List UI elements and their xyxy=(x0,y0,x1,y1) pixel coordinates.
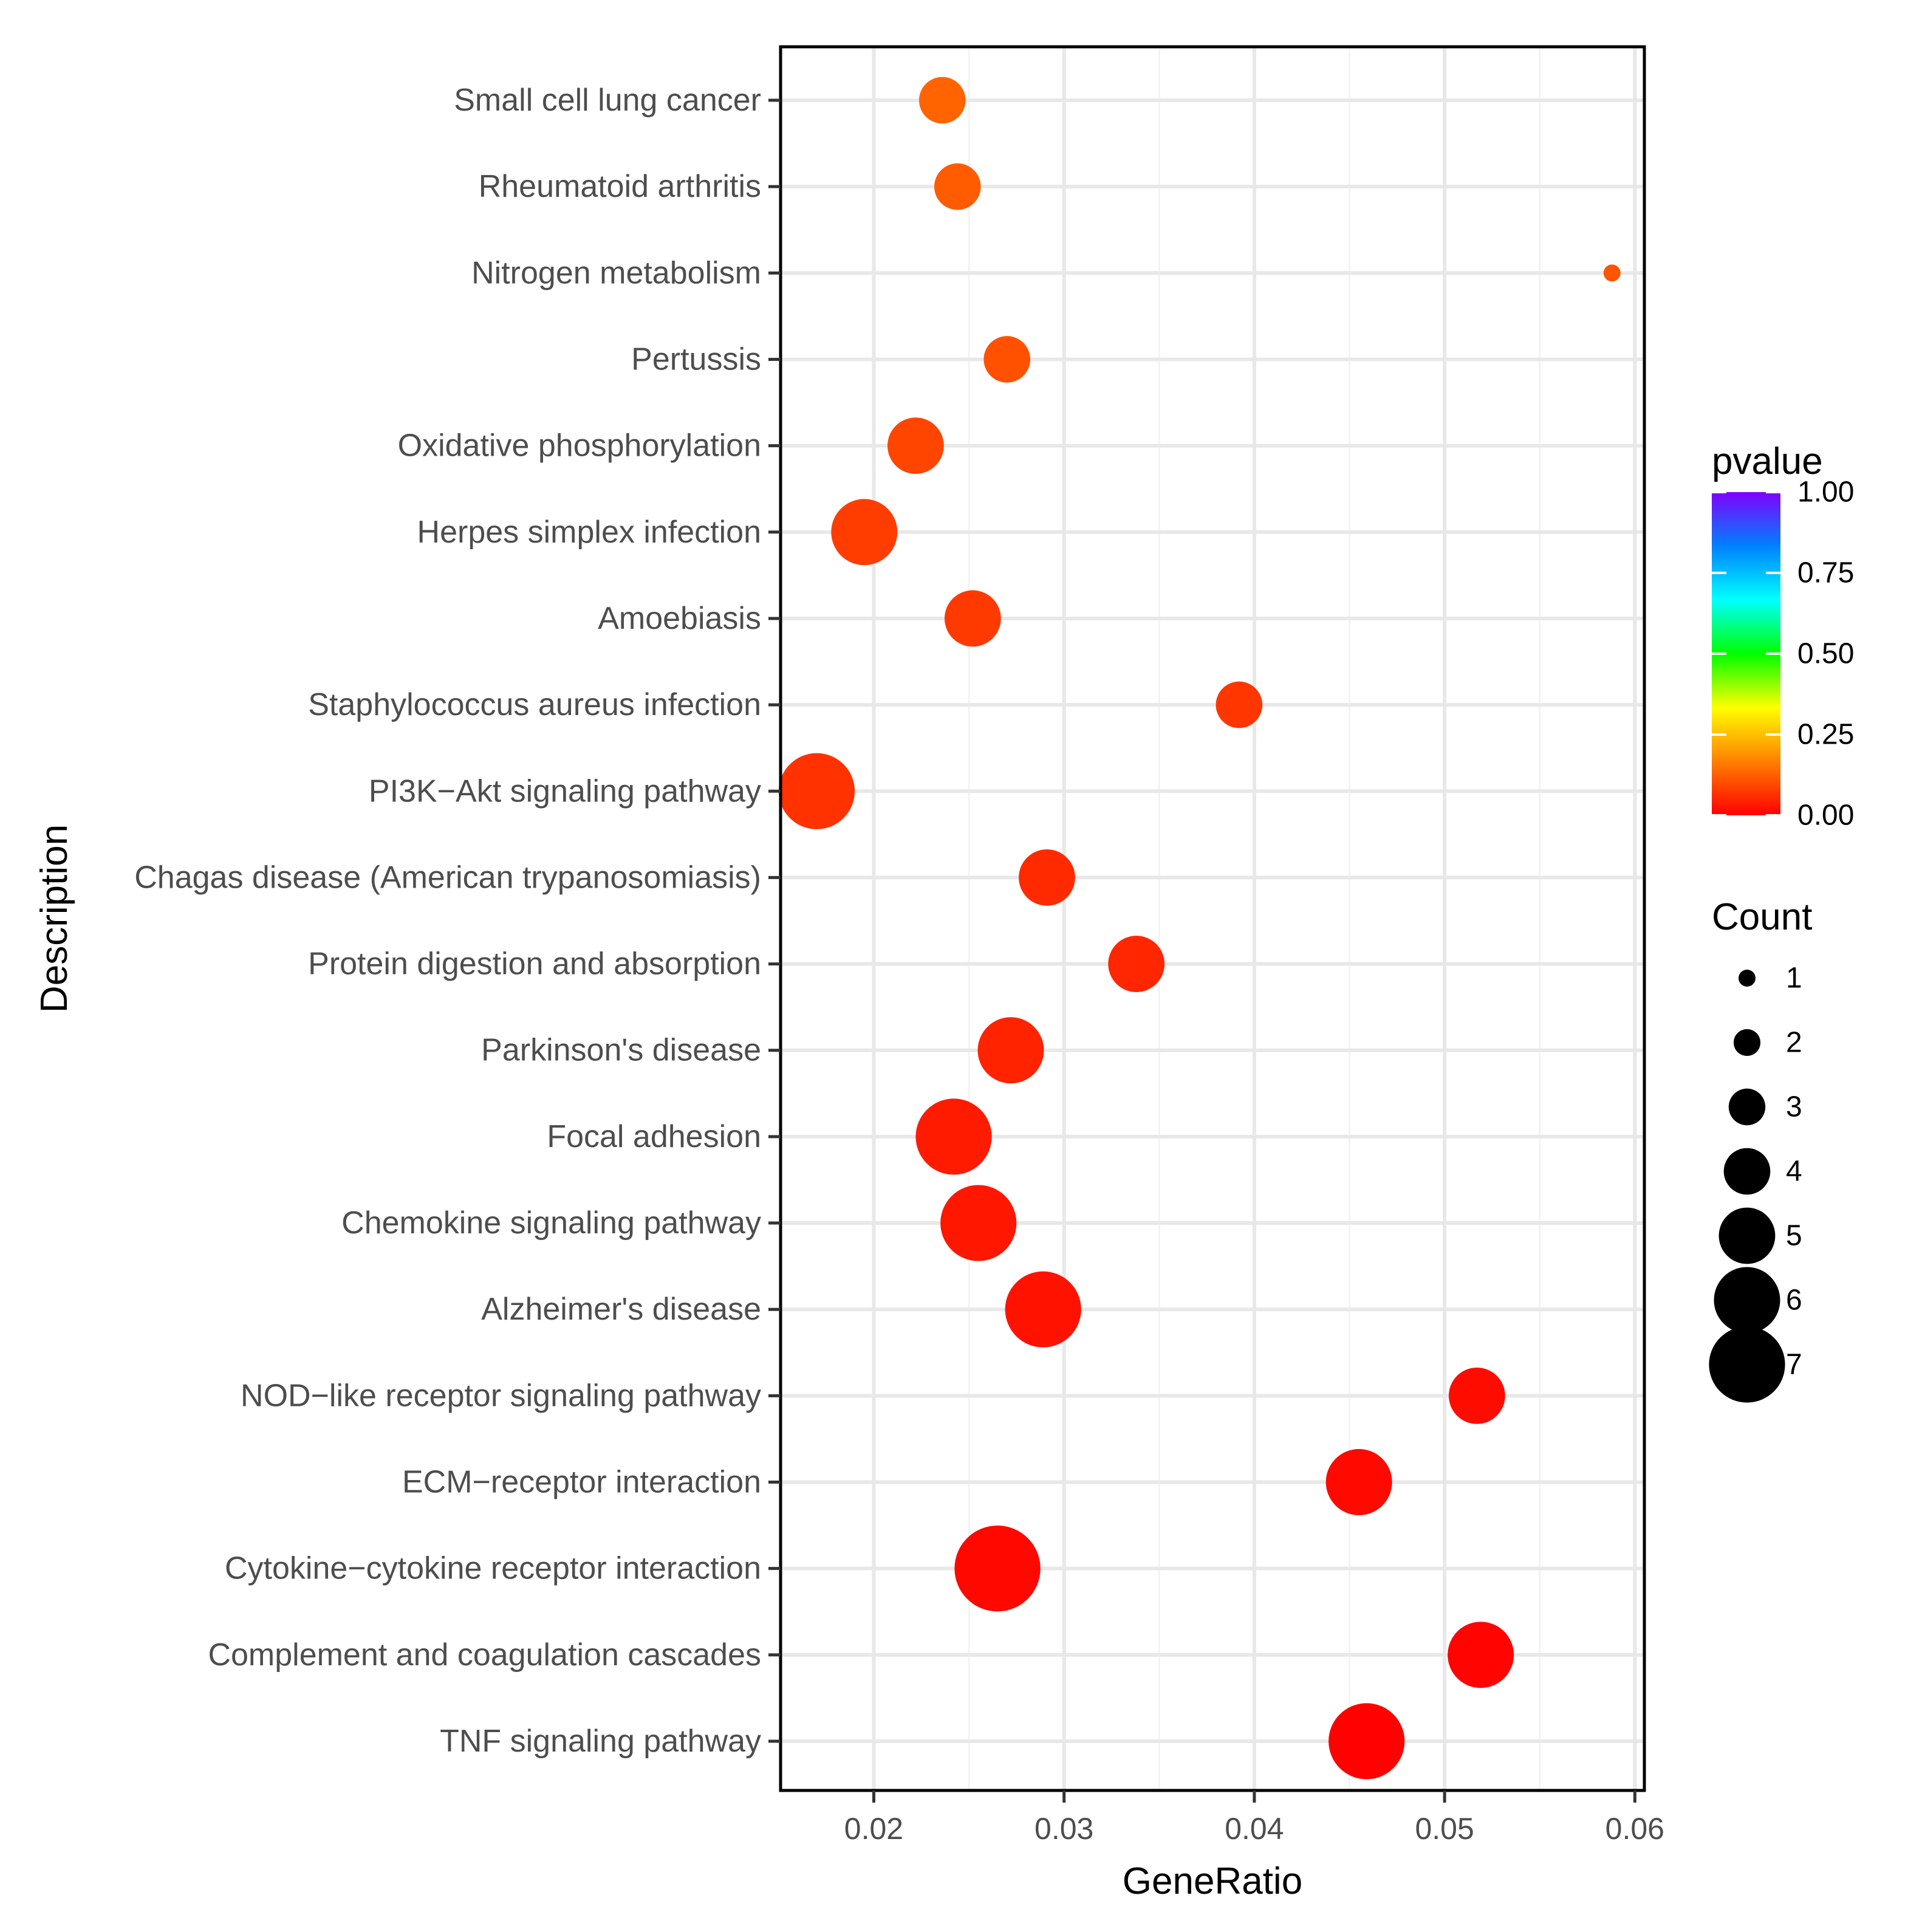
y-tick-label: NOD−like receptor signaling pathway xyxy=(241,1378,761,1413)
size-legend-dot xyxy=(1728,1088,1766,1126)
data-point xyxy=(940,1185,1017,1261)
grid-lines xyxy=(781,47,1644,1790)
data-point xyxy=(1005,1271,1081,1348)
data-point xyxy=(944,590,1001,647)
y-tick-label: Oxidative phosphorylation xyxy=(398,428,761,464)
data-point xyxy=(915,1098,992,1175)
size-legend-label: 3 xyxy=(1786,1091,1802,1123)
panel-border xyxy=(779,45,1646,1792)
data-point xyxy=(831,499,898,566)
plot-panel xyxy=(778,45,1646,1792)
y-tick-label: Staphylococcus aureus infection xyxy=(308,687,761,722)
colorbar-tick-label: 0.75 xyxy=(1797,557,1854,589)
x-tick-label: 0.05 xyxy=(1415,1812,1474,1846)
x-tick-label: 0.02 xyxy=(844,1812,903,1846)
size-legend-dot xyxy=(1718,1207,1776,1264)
data-points xyxy=(778,77,1621,1780)
size-legend-label: 5 xyxy=(1786,1220,1802,1252)
y-tick-label: Chagas disease (American trypanosomiasis… xyxy=(134,860,761,895)
size-legend-label: 2 xyxy=(1786,1027,1802,1059)
size-legend: Count 1 2 3 4 5 6 7 xyxy=(1709,896,1812,1403)
size-legend-label: 7 xyxy=(1786,1349,1802,1381)
y-tick-label: Cytokine−cytokine receptor interaction xyxy=(225,1551,761,1586)
y-tick-label: Chemokine signaling pathway xyxy=(341,1205,761,1241)
size-legend-dot xyxy=(1709,1326,1785,1403)
x-tick-label: 0.04 xyxy=(1225,1812,1284,1846)
y-tick-label: Alzheimer's disease xyxy=(481,1292,761,1327)
y-tick-label: Focal adhesion xyxy=(547,1119,761,1154)
size-legend-label: 4 xyxy=(1786,1156,1802,1188)
data-point xyxy=(887,417,944,474)
data-point xyxy=(977,1017,1044,1084)
data-point xyxy=(778,753,855,829)
y-tick-label: Parkinson's disease xyxy=(481,1033,761,1068)
size-legend-label: 6 xyxy=(1786,1284,1802,1317)
y-tick-label: Nitrogen metabolism xyxy=(471,255,761,290)
color-legend-title: pvalue xyxy=(1712,440,1823,482)
data-point xyxy=(1603,264,1621,282)
colorbar-tick-label: 0.50 xyxy=(1797,638,1854,670)
x-tick-label: 0.06 xyxy=(1605,1812,1664,1846)
x-tick-label: 0.03 xyxy=(1034,1812,1093,1846)
size-legend-items: 1 2 3 4 5 6 7 xyxy=(1709,962,1802,1403)
data-point xyxy=(1328,1703,1405,1780)
data-point xyxy=(934,163,981,210)
y-tick-label: Amoebiasis xyxy=(598,601,761,636)
y-tick-label: TNF signaling pathway xyxy=(440,1724,761,1759)
size-legend-title: Count xyxy=(1712,896,1812,938)
colorbar-tick-label: 1.00 xyxy=(1797,476,1854,509)
data-point xyxy=(1325,1449,1392,1516)
y-tick-label: Rheumatoid arthritis xyxy=(479,169,761,204)
size-legend-dot xyxy=(1733,1029,1761,1057)
colorbar-tick-label: 0.00 xyxy=(1797,800,1854,832)
data-point xyxy=(1216,681,1263,728)
data-point xyxy=(954,1525,1041,1612)
size-legend-dot xyxy=(1723,1148,1771,1195)
color-legend: pvalue 1.00 0.75 0.50 0.25 0.00 xyxy=(1712,440,1854,832)
data-point xyxy=(918,77,966,124)
y-tick-label: Herpes simplex infection xyxy=(417,515,761,550)
y-tick-label: Small cell lung cancer xyxy=(454,83,761,118)
size-legend-label: 1 xyxy=(1786,962,1802,995)
x-axis: 0.02 0.03 0.04 0.05 0.06 xyxy=(844,1790,1664,1846)
y-tick-label: Pertussis xyxy=(631,341,761,377)
colorbar-tick-label: 0.25 xyxy=(1797,719,1854,751)
size-legend-dot xyxy=(1739,970,1756,987)
y-tick-label: ECM−receptor interaction xyxy=(402,1465,761,1500)
y-tick-label: Protein digestion and absorption xyxy=(308,947,761,982)
y-axis: Small cell lung cancer Rheumatoid arthrit… xyxy=(134,83,781,1759)
colorbar-ticks: 1.00 0.75 0.50 0.25 0.00 xyxy=(1712,476,1854,832)
data-point xyxy=(1448,1367,1505,1424)
x-axis-title: GeneRatio xyxy=(1123,1860,1302,1902)
size-legend-dot xyxy=(1714,1267,1780,1334)
y-axis-title: Description xyxy=(33,824,75,1013)
y-tick-label: Complement and coagulation cascades xyxy=(208,1637,761,1673)
data-point xyxy=(1448,1622,1514,1688)
data-point xyxy=(983,336,1031,383)
data-point xyxy=(1019,849,1075,906)
data-point xyxy=(1108,936,1165,992)
y-tick-label: PI3K−Akt signaling pathway xyxy=(369,773,761,809)
